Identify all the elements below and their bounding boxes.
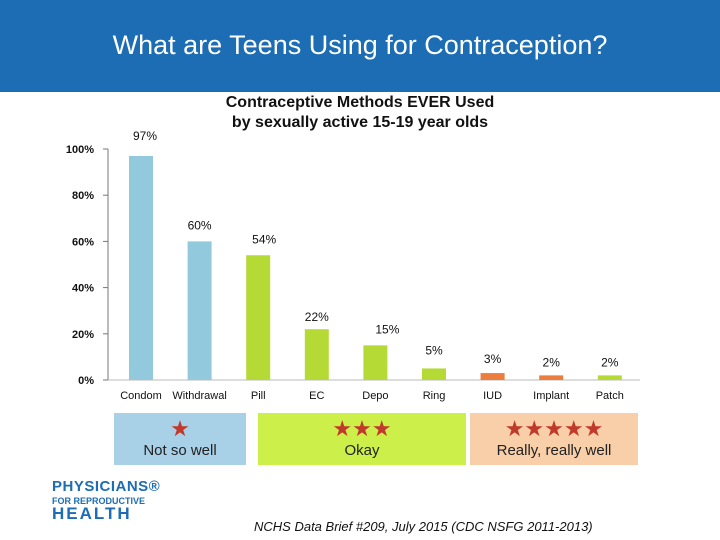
bar-condom [129, 155, 153, 380]
value-label: 5% [425, 343, 443, 357]
effectiveness-band-high: ★★★★★ Really, really well [470, 413, 638, 465]
y-tick-label: 20% [72, 329, 94, 341]
bar-chart: 0% 20% 40% 60% 80% 100% 97% Condom 60% Withdrawal… [66, 129, 640, 402]
category-label: Ring [423, 390, 446, 402]
category-label: IUD [483, 390, 502, 402]
category-label: Implant [533, 390, 569, 402]
category-label: Withdrawal [172, 390, 226, 402]
bar-ring [422, 368, 446, 380]
bar-depo [363, 345, 388, 380]
logo-line-2: FOR REPRODUCTIVE [52, 496, 146, 506]
category-label: Depo [362, 390, 388, 402]
star-rating-mid: ★★★ [332, 416, 392, 441]
value-label: 22% [305, 310, 329, 324]
value-label: 2% [543, 355, 561, 369]
category-label: EC [309, 390, 324, 402]
y-tick-label: 60% [72, 236, 94, 248]
category-label: Condom [120, 390, 162, 402]
organization-logo: PHYSICIANS® FOR REPRODUCTIVE HEALTH [52, 478, 160, 524]
page-title: What are Teens Using for Contraception? [112, 30, 608, 60]
category-label: Pill [251, 390, 266, 402]
logo-line-1: PHYSICIANS® [52, 478, 161, 495]
bar-implant [539, 375, 564, 380]
chart-title-line-1: Contraceptive Methods EVER Used [225, 94, 495, 111]
chart-title-line-2: by sexually active 15-19 year olds [231, 114, 489, 131]
bar-pill [246, 255, 271, 380]
value-label: 97% [133, 129, 157, 143]
y-tick-label: 40% [72, 283, 94, 295]
value-label: 54% [252, 232, 276, 246]
effectiveness-band-mid: ★★★ Okay [258, 413, 466, 465]
effectiveness-band-low: ★ Not so well [114, 413, 246, 465]
effectiveness-label-high: Really, really well [496, 442, 612, 459]
y-tick-label: 80% [72, 190, 94, 202]
bar-ec [304, 329, 329, 380]
value-label: 3% [484, 352, 502, 366]
effectiveness-label-low: Not so well [143, 442, 217, 459]
star-rating-low: ★ [170, 416, 190, 441]
bar-patch [597, 375, 622, 380]
y-tick-label: 0% [78, 375, 94, 387]
value-label: 60% [188, 218, 212, 232]
header-bar: What are Teens Using for Contraception? [0, 0, 720, 92]
effectiveness-label-mid: Okay [344, 442, 380, 459]
category-label: Patch [596, 390, 624, 402]
logo-line-3: HEALTH [52, 504, 132, 523]
y-tick-label: 100% [66, 144, 94, 156]
bar-withdrawal [187, 241, 212, 380]
value-label: 2% [601, 355, 619, 369]
value-label: 15% [375, 322, 399, 336]
bar-iud [480, 373, 505, 380]
source-citation: NCHS Data Brief #209, July 2015 (CDC NSF… [254, 519, 593, 534]
star-rating-high: ★★★★★ [504, 416, 604, 441]
chart-title: Contraceptive Methods EVER Used by sexua… [150, 93, 570, 133]
